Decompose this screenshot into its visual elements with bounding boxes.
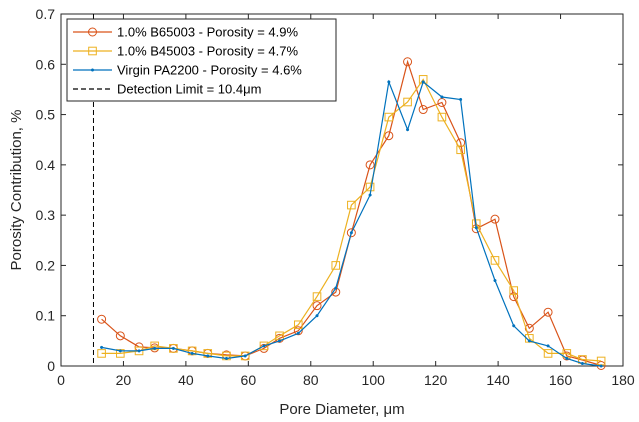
data-point <box>312 301 322 311</box>
data-point <box>509 286 519 295</box>
data-point <box>296 331 300 335</box>
data-point <box>243 354 247 358</box>
data-point <box>100 345 104 349</box>
x-tick-label: 80 <box>303 372 319 388</box>
data-point <box>543 307 553 317</box>
x-tick-label: 180 <box>611 372 635 388</box>
data-point <box>331 261 341 270</box>
data-point <box>565 356 569 361</box>
data-point <box>347 200 356 210</box>
data-point <box>387 80 391 84</box>
axes-box <box>60 13 624 367</box>
data-point <box>278 339 282 343</box>
data-point <box>490 214 500 224</box>
data-point <box>262 344 266 348</box>
data-point <box>118 349 122 353</box>
x-tick-label: 20 <box>116 372 132 388</box>
data-point <box>224 356 229 361</box>
y-axis: 0 0.1 0.2 0.3 0.4 0.5 0.6 0.7 <box>36 6 623 374</box>
y-axis-title: Porosity Contribution, % <box>8 110 25 271</box>
legend-label: Virgin PA2200 - Porosity = 4.6% <box>117 63 302 78</box>
x-axis: 0 20 40 60 80 100 120 140 160 180 <box>57 14 635 388</box>
data-point <box>459 97 463 102</box>
data-point <box>259 341 269 351</box>
legend-label: 1.0% B45003 - Porosity = 4.7% <box>117 44 298 59</box>
x-tick-label: 140 <box>486 372 510 388</box>
y-tick-label: 0.6 <box>36 56 56 72</box>
data-point <box>437 112 447 122</box>
legend-label: Detection Limit = 10.4μm <box>117 82 261 97</box>
data-point <box>406 128 410 132</box>
legend-entry-2: 1.0% B45003 - Porosity = 4.7% <box>73 44 298 59</box>
series-2 <box>97 75 606 366</box>
legend-marker <box>88 27 97 37</box>
x-tick-label: 100 <box>362 372 386 388</box>
legend-label: 1.0% B65003 - Porosity = 4.9% <box>117 25 298 40</box>
x-tick-label: 40 <box>178 372 194 388</box>
legend-entry-1: 1.0% B65003 - Porosity = 4.9% <box>73 25 298 40</box>
data-point <box>315 314 319 318</box>
y-tick-label: 0 <box>47 358 55 374</box>
y-tick-label: 0.7 <box>36 6 56 22</box>
data-point <box>171 346 175 350</box>
data-point <box>334 286 338 290</box>
data-point <box>349 231 353 235</box>
legend-entry-3: Virgin PA2200 - Porosity = 4.6% <box>73 63 302 78</box>
data-point <box>421 80 425 84</box>
y-tick-label: 0.2 <box>36 257 56 273</box>
y-tick-label: 0.4 <box>36 157 56 173</box>
data-point <box>346 228 356 238</box>
data-point <box>384 131 394 141</box>
legend-entry-4: Detection Limit = 10.4μm <box>73 82 261 97</box>
series-3 <box>100 79 603 368</box>
data-point <box>524 323 534 333</box>
x-tick-label: 0 <box>57 372 65 388</box>
y-tick-label: 0.1 <box>36 308 56 324</box>
data-point <box>440 95 444 99</box>
series-1 <box>97 57 606 370</box>
legend-marker <box>88 46 97 56</box>
data-point <box>384 112 394 122</box>
data-point <box>512 324 516 328</box>
data-point <box>153 346 157 350</box>
data-point <box>365 182 375 192</box>
data-point <box>312 292 322 301</box>
x-tick-label: 60 <box>241 372 257 388</box>
y-tick-label: 0.3 <box>36 207 56 223</box>
data-point <box>456 145 465 155</box>
data-point <box>97 314 107 324</box>
data-point <box>403 57 413 67</box>
data-point <box>599 364 603 368</box>
data-point <box>418 105 428 115</box>
data-point <box>527 339 531 343</box>
series-line <box>101 59 602 367</box>
data-point <box>493 278 497 283</box>
data-point <box>137 349 141 353</box>
y-tick-label: 0.5 <box>36 107 56 123</box>
x-tick-label: 120 <box>424 372 448 388</box>
data-point <box>293 320 303 330</box>
x-axis-title: Pore Diameter, μm <box>279 401 404 418</box>
data-point <box>206 354 210 358</box>
data-point <box>546 344 550 348</box>
data-point <box>509 292 519 302</box>
data-point <box>190 351 194 355</box>
data-point <box>365 160 375 170</box>
series-line <box>101 78 602 362</box>
x-tick-label: 160 <box>549 372 573 388</box>
data-point <box>115 331 125 341</box>
data-point <box>543 349 553 358</box>
data-point <box>490 256 500 265</box>
data-point <box>580 361 584 366</box>
data-point <box>368 193 372 197</box>
series-line <box>101 79 602 367</box>
data-point <box>474 226 478 230</box>
legend-box <box>66 18 337 102</box>
legend: 1.0% B65003 - Porosity = 4.9% 1.0% B45003… <box>66 18 337 102</box>
plot-area <box>60 13 624 370</box>
data-point <box>403 97 412 107</box>
data-point <box>97 349 106 358</box>
legend-marker <box>90 68 95 72</box>
